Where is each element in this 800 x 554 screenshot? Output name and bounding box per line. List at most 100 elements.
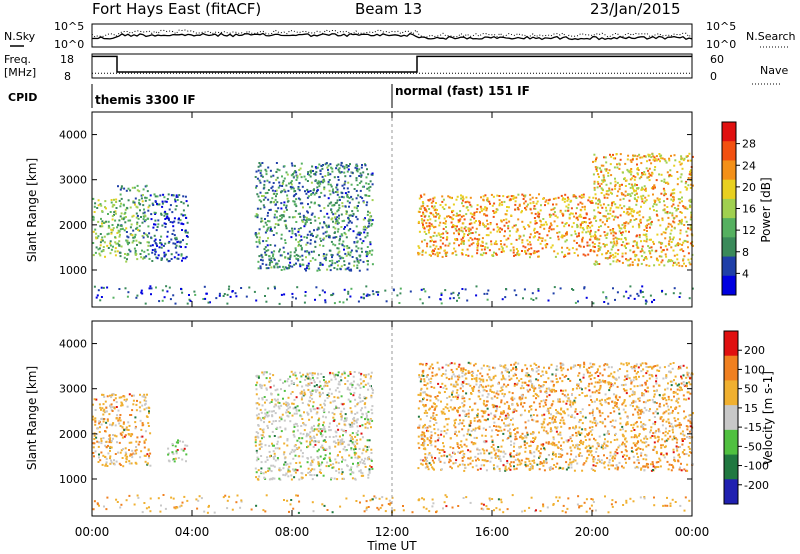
echo-cell [364,164,367,167]
echo-cell [664,237,667,240]
echo-cell [516,252,519,254]
echo-cell [280,191,282,194]
echo-cell [478,224,481,227]
echo-cell [604,257,607,260]
echo-cell [111,205,114,208]
echo-cell [353,453,356,456]
echo-cell [321,175,324,178]
echo-cell [110,396,113,399]
echo-cell [303,389,305,392]
echo-cell [182,239,184,242]
echo-cell [111,229,114,232]
echo-cell [302,393,304,396]
echo-cell [325,230,328,233]
echo-cell [328,395,331,398]
echo-cell [363,403,366,406]
echo-cell [109,244,112,247]
echo-cell [144,460,147,463]
echo-cell [424,251,427,254]
echo-cell [653,185,655,188]
echo-cell [327,173,330,176]
echo-cell [457,407,460,409]
echo-cell [320,164,323,167]
echo-cell [311,397,314,400]
echo-cell [293,171,296,174]
echo-cell [425,233,428,235]
echo-cell [315,236,318,239]
echo-cell [354,435,357,438]
echo-cell [144,214,147,217]
echo-cell [513,196,516,199]
echo-cell [294,203,297,206]
echo-cell [605,209,608,212]
echo-cell [615,260,618,263]
echo-cell [353,422,356,425]
echo-cell [344,431,347,434]
echo-cell [185,235,188,237]
echo-cell [517,193,520,196]
echo-cell [602,164,605,167]
echo-cell [433,209,436,212]
echo-cell [505,218,508,221]
echo-cell [513,254,515,257]
echo-cell [629,220,632,223]
echo-cell [158,246,161,249]
echo-cell [456,195,459,198]
echo-cell [417,245,420,248]
echo-cell [430,223,433,226]
echo-cell [95,296,98,299]
echo-cell [166,198,169,200]
echo-cell [297,212,300,215]
echo-cell [290,183,293,186]
echo-cell [296,469,299,472]
echo-cell [680,211,683,214]
echo-cell [468,244,471,247]
echo-cell [343,165,346,168]
echo-cell [478,233,481,236]
echo-cell [276,210,278,213]
echo-cell [614,183,617,186]
echo-cell [543,227,546,230]
echo-cell [470,430,473,432]
echo-cell [533,205,536,207]
echo-cell [119,425,122,427]
echo-cell [420,288,423,291]
echo-cell [317,419,320,422]
echo-cell [135,227,138,230]
echo-cell [143,408,146,411]
echo-cell [344,268,347,271]
echo-cell [677,223,680,226]
echo-cell [670,469,673,472]
echo-cell [506,209,509,212]
echo-cell [261,195,263,197]
echo-cell [599,420,602,423]
echo-cell [539,463,542,465]
echo-cell [658,255,661,258]
echo-cell [594,166,597,168]
echo-cell [292,433,295,436]
echo-cell [287,267,290,270]
echo-cell [685,156,688,158]
echo-cell [361,400,364,402]
echo-cell [97,427,99,430]
echo-cell [297,228,300,231]
echo-cell [157,254,160,257]
echo-cell [635,192,638,195]
echo-cell [465,229,468,232]
echo-cell [453,225,456,227]
echo-cell [661,242,664,245]
echo-cell [274,287,276,290]
echo-cell [476,238,479,241]
echo-cell [534,207,537,210]
echo-cell [511,226,514,229]
echo-cell [310,456,313,459]
echo-cell [624,227,626,230]
echo-cell [109,242,112,245]
echo-cell [255,431,258,434]
echo-cell [290,380,293,382]
echo-cell [444,222,447,225]
echo-cell [529,233,532,236]
echo-cell [338,204,341,207]
echo-cell [297,197,300,200]
echo-cell [328,422,331,425]
